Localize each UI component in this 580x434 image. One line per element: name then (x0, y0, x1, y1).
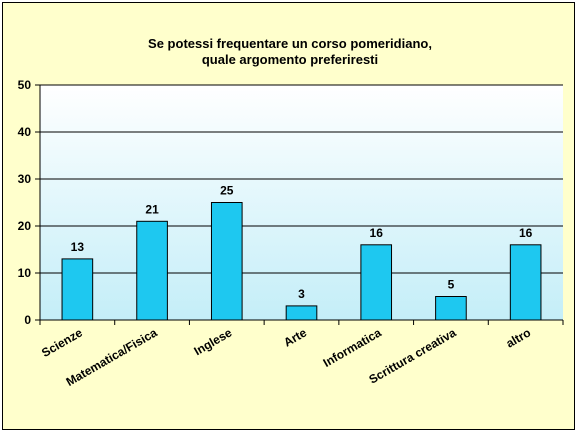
data-label: 25 (220, 184, 234, 198)
x-tick-label: Scienze (39, 325, 85, 360)
x-tick-label: Informatica (321, 325, 384, 370)
bar (136, 220, 168, 321)
data-label: 16 (519, 226, 533, 240)
data-label: 13 (71, 240, 85, 254)
chart-title-line-2: quale argomento preferiresti (202, 52, 378, 67)
y-tick-label: 20 (18, 219, 32, 233)
data-label: 21 (145, 202, 159, 216)
y-tick-label: 10 (18, 266, 32, 280)
y-tick-label: 50 (18, 78, 32, 92)
bar (210, 202, 243, 321)
plot-area (40, 85, 563, 320)
y-tick-label: 0 (24, 313, 31, 327)
bar-chart: Se potessi frequentare un corso pomeridi… (18, 36, 564, 389)
chart-title-line-1: Se potessi frequentare un corso pomeridi… (148, 36, 432, 51)
chart-frame: Se potessi frequentare un corso pomeridi… (2, 2, 575, 430)
bar (509, 244, 542, 321)
bar (360, 244, 393, 321)
data-label: 5 (448, 278, 455, 292)
y-tick-label: 40 (18, 125, 32, 139)
data-label: 16 (370, 226, 384, 240)
bar (61, 258, 94, 321)
x-tick-label: altro (504, 325, 534, 350)
bar (285, 305, 318, 321)
bar (435, 296, 467, 321)
x-tick-label: Inglese (191, 325, 234, 358)
x-tick-label: Arte (281, 325, 309, 349)
y-tick-label: 30 (18, 172, 32, 186)
data-label: 3 (298, 287, 305, 301)
